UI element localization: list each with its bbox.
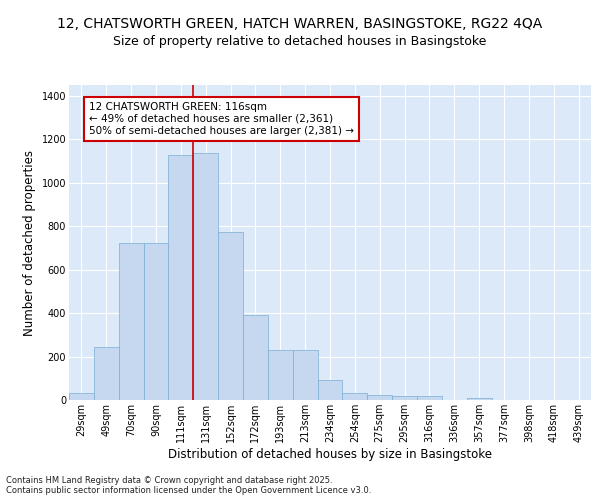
Bar (392, 396, 417, 400)
Bar (69, 394, 94, 400)
Bar (119, 242, 143, 400)
Bar (293, 350, 317, 400)
Bar (317, 380, 343, 400)
Bar (243, 316, 268, 400)
Text: Contains HM Land Registry data © Crown copyright and database right 2025.
Contai: Contains HM Land Registry data © Crown c… (6, 476, 371, 495)
Bar (94, 347, 119, 400)
Bar (268, 350, 293, 400)
Bar (343, 394, 367, 400)
Y-axis label: Number of detached properties: Number of detached properties (23, 150, 36, 336)
Text: 12 CHATSWORTH GREEN: 116sqm
← 49% of detached houses are smaller (2,361)
50% of : 12 CHATSWORTH GREEN: 116sqm ← 49% of det… (89, 102, 354, 136)
Bar (467, 398, 491, 400)
Bar (169, 154, 193, 400)
Bar (193, 154, 218, 400)
Text: Size of property relative to detached houses in Basingstoke: Size of property relative to detached ho… (113, 35, 487, 48)
Bar (218, 232, 243, 400)
Bar (417, 396, 442, 400)
Text: 12, CHATSWORTH GREEN, HATCH WARREN, BASINGSTOKE, RG22 4QA: 12, CHATSWORTH GREEN, HATCH WARREN, BASI… (58, 18, 542, 32)
Bar (367, 394, 392, 400)
X-axis label: Distribution of detached houses by size in Basingstoke: Distribution of detached houses by size … (168, 448, 492, 461)
Bar (143, 242, 169, 400)
